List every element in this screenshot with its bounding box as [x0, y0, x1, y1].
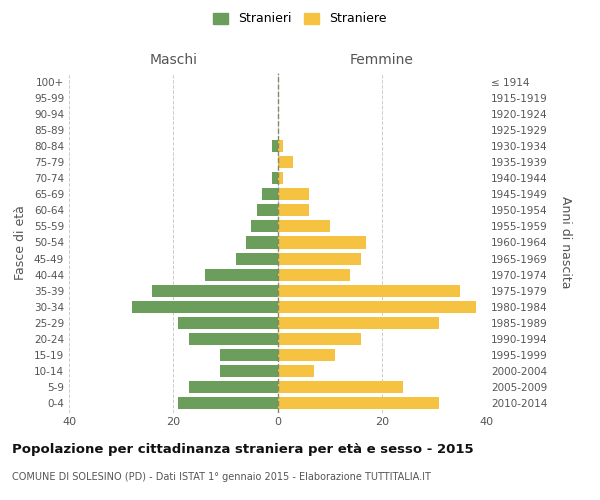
Bar	[277, 349, 335, 361]
Bar	[277, 236, 366, 248]
Bar	[152, 284, 277, 296]
Bar	[277, 381, 403, 393]
Bar	[178, 316, 277, 328]
Bar	[272, 172, 277, 184]
Bar	[277, 156, 293, 168]
Bar	[277, 220, 329, 232]
Bar	[262, 188, 277, 200]
Bar	[131, 300, 277, 312]
Bar	[178, 397, 277, 409]
Bar	[272, 140, 277, 152]
Bar	[277, 284, 460, 296]
Bar	[220, 365, 277, 377]
Text: Maschi: Maschi	[149, 54, 197, 68]
Bar	[189, 381, 277, 393]
Bar	[277, 204, 309, 216]
Bar	[277, 397, 439, 409]
Bar	[189, 332, 277, 344]
Bar	[220, 349, 277, 361]
Text: COMUNE DI SOLESINO (PD) - Dati ISTAT 1° gennaio 2015 - Elaborazione TUTTITALIA.I: COMUNE DI SOLESINO (PD) - Dati ISTAT 1° …	[12, 472, 431, 482]
Bar	[246, 236, 277, 248]
Bar	[277, 365, 314, 377]
Bar	[277, 300, 476, 312]
Bar	[257, 204, 277, 216]
Bar	[277, 252, 361, 264]
Bar	[251, 220, 277, 232]
Bar	[236, 252, 277, 264]
Text: Femmine: Femmine	[350, 54, 413, 68]
Legend: Stranieri, Straniere: Stranieri, Straniere	[209, 8, 391, 29]
Bar	[277, 332, 361, 344]
Y-axis label: Fasce di età: Fasce di età	[14, 205, 27, 280]
Bar	[277, 316, 439, 328]
Text: Popolazione per cittadinanza straniera per età e sesso - 2015: Popolazione per cittadinanza straniera p…	[12, 442, 473, 456]
Bar	[205, 268, 277, 280]
Bar	[277, 188, 309, 200]
Bar	[277, 268, 350, 280]
Bar	[277, 172, 283, 184]
Y-axis label: Anni di nascita: Anni di nascita	[559, 196, 572, 288]
Bar	[277, 140, 283, 152]
